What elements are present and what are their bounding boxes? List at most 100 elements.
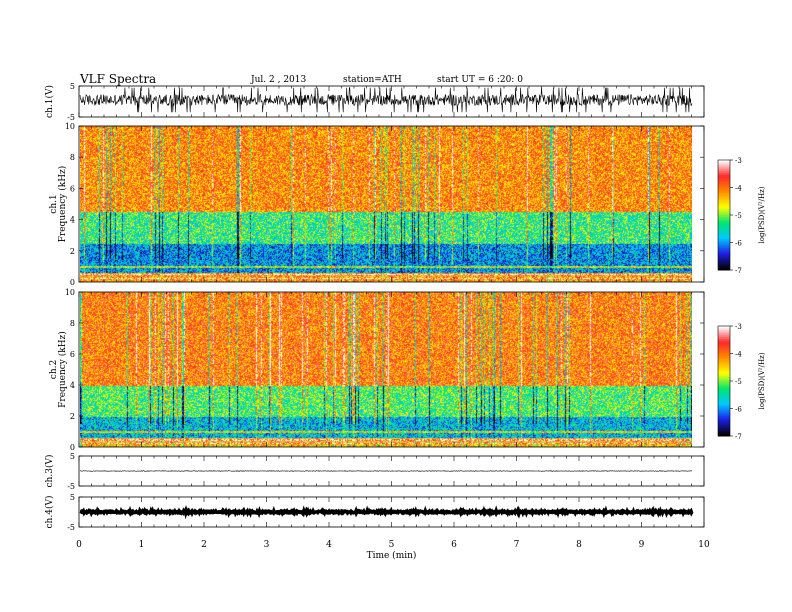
x-tick-label: 2: [201, 540, 207, 550]
colorbar-segment: [718, 375, 730, 378]
colorbar-segment: [718, 172, 730, 176]
start-ut-label: start UT = 6 :20: 0: [437, 75, 523, 85]
colorbar-label: log(PSD)(V²/Hz): [758, 352, 766, 409]
colorbar-segment: [718, 255, 730, 258]
colorbar-segment: [718, 364, 730, 367]
y-axis-title: ch.1(V): [44, 85, 55, 118]
colorbar-tick-label: -3: [735, 323, 742, 331]
y-axis-title: ch.3(V): [44, 455, 55, 488]
figure-title: VLF Spectra: [80, 72, 157, 86]
colorbar-label: log(PSD)(V²/Hz): [758, 186, 766, 243]
colorbar-segment: [718, 220, 730, 223]
x-tick-label: 7: [514, 540, 520, 550]
x-tick-label: 10: [698, 540, 710, 550]
colorbar-segment: [718, 242, 730, 245]
y-tick-label: -5: [67, 482, 75, 491]
colorbar-segment: [718, 176, 730, 179]
colorbar-segment: [718, 432, 730, 435]
colorbar-segment: [718, 266, 730, 269]
colorbar-segment: [718, 205, 730, 209]
colorbar-segment: [718, 185, 730, 188]
colorbar-segment: [718, 211, 730, 214]
ch3-waveform-line: [79, 470, 693, 472]
station-label: station=ATH: [343, 75, 402, 85]
y-axis-title: ch.2: [49, 360, 59, 379]
y-axis-title: ch.1: [49, 194, 59, 213]
colorbar-tick-label: -7: [735, 267, 742, 275]
colorbar-segment: [718, 165, 730, 168]
y-tick-label: -5: [67, 523, 75, 532]
colorbar-segment: [718, 161, 730, 165]
colorbar-segment: [718, 417, 730, 420]
colorbar-segment: [718, 262, 730, 265]
y-tick-label: 0: [70, 443, 75, 452]
colorbar-segment: [718, 414, 730, 417]
colorbar-segment: [718, 381, 730, 384]
y-tick-label: 0: [70, 278, 75, 287]
colorbar-segment: [718, 215, 730, 218]
colorbar-segment: [718, 189, 730, 192]
colorbar-tick-label: -4: [735, 185, 742, 193]
colorbar-segment: [718, 178, 730, 181]
y-tick-label: 6: [70, 184, 75, 193]
y-axis-title: ch.4(V): [44, 496, 55, 529]
colorbar-segment: [718, 182, 730, 185]
colorbar-segment: [718, 229, 730, 232]
colorbar-tick-label: -6: [735, 406, 742, 414]
y-tick-label: 2: [70, 247, 75, 256]
colorbar-segment: [718, 200, 730, 203]
colorbar-segment: [718, 251, 730, 254]
colorbar-segment: [718, 335, 730, 338]
colorbar-segment: [718, 327, 730, 331]
colorbar-segment: [718, 419, 730, 422]
colorbar-segment: [718, 338, 730, 342]
y-tick-label: 4: [70, 381, 75, 390]
colorbar-segment: [718, 388, 730, 391]
ch2-spectrogram-image: [80, 292, 692, 447]
colorbar-segment: [718, 160, 730, 163]
colorbar-segment: [718, 209, 730, 212]
colorbar-segment: [718, 207, 730, 210]
colorbar-segment: [718, 404, 730, 408]
colorbar-segment: [718, 187, 730, 190]
colorbar-segment: [718, 366, 730, 369]
colorbar-segment: [718, 434, 730, 437]
colorbar-segment: [718, 386, 730, 389]
colorbar-segment: [718, 260, 730, 264]
colorbar-segment: [718, 401, 730, 404]
colorbar-segment: [718, 257, 730, 260]
colorbar-segment: [718, 202, 730, 205]
colorbar-segment: [718, 371, 730, 375]
colorbar-segment: [718, 264, 730, 267]
colorbar-segment: [718, 329, 730, 332]
y-tick-label: 10: [65, 122, 75, 131]
colorbar-segment: [718, 346, 730, 349]
colorbar-segment: [718, 222, 730, 225]
y-tick-label: 5: [70, 452, 75, 461]
colorbar-segment: [718, 226, 730, 229]
colorbar-tick-label: -5: [735, 378, 742, 386]
colorbar-segment: [718, 171, 730, 174]
x-axis-title: Time (min): [367, 550, 417, 561]
colorbar-segment: [718, 357, 730, 360]
colorbar-segment: [718, 368, 730, 371]
y-tick-label: 8: [70, 153, 75, 162]
ch4-waveform-line: [79, 504, 694, 520]
colorbar-segment: [718, 379, 730, 382]
colorbar-segment: [718, 370, 730, 373]
colorbar-segment: [718, 390, 730, 393]
colorbar-segment: [718, 233, 730, 236]
colorbar-segment: [718, 399, 730, 402]
colorbar-segment: [718, 428, 730, 431]
x-tick-label: 5: [389, 540, 395, 550]
colorbar-tick-label: -4: [735, 351, 742, 359]
colorbar-tick-label: -3: [735, 157, 742, 165]
y-tick-label: 10: [65, 288, 75, 297]
x-tick-label: 1: [139, 540, 145, 550]
ch1-spectrogram-image: [80, 126, 692, 282]
colorbar-segment: [718, 174, 730, 177]
y-tick-label: 4: [70, 216, 75, 225]
colorbar-segment: [718, 227, 730, 231]
